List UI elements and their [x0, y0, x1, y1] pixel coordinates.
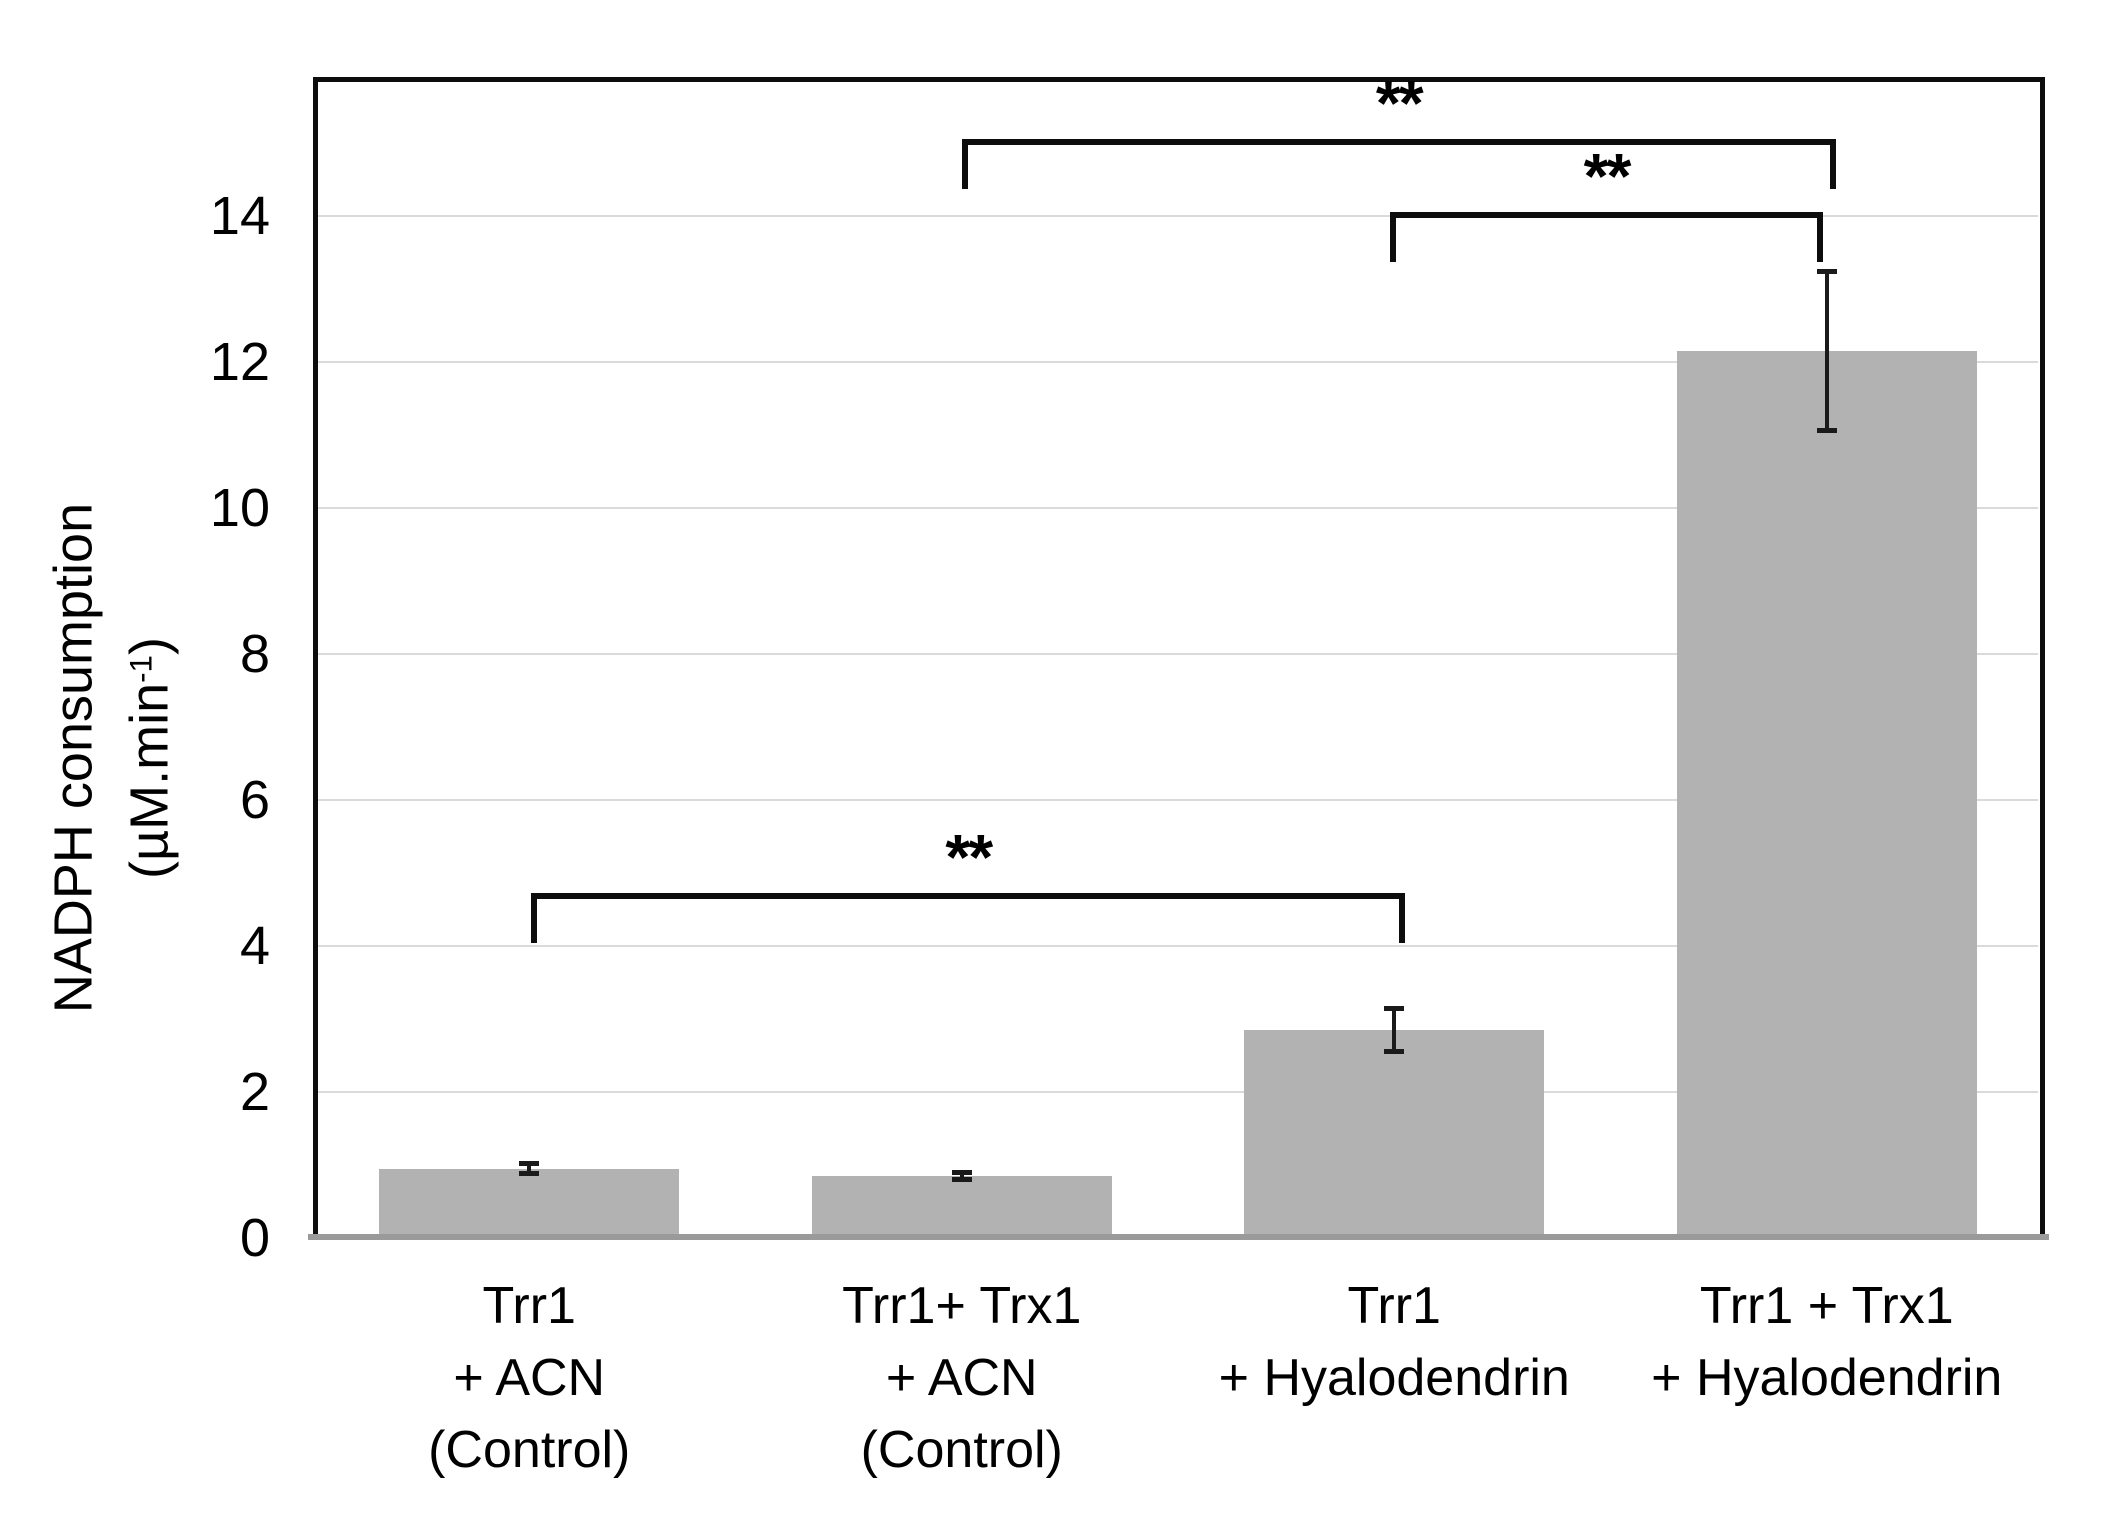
- y-tick-label-12: 12: [209, 332, 270, 392]
- gridline-12: [318, 361, 2038, 363]
- y-tick-label-4: 4: [239, 916, 270, 976]
- category-label-3: Trr1 + Trx1 + Hyalodendrin: [1651, 1277, 2003, 1407]
- error-bar-cap-top-1: [951, 1170, 972, 1176]
- y-tick-label-8: 8: [239, 624, 270, 684]
- y-tick-label-14: 14: [209, 186, 270, 246]
- significance-bracket-0: [961, 139, 1836, 190]
- significance-label-2: **: [945, 820, 993, 893]
- bar-3: [1676, 351, 1977, 1238]
- bar-2: [1244, 1029, 1545, 1238]
- y-tick-label-0: 0: [239, 1208, 270, 1268]
- gridline-2: [318, 1091, 2038, 1093]
- error-bar-cap-bottom-3: [1816, 428, 1837, 434]
- significance-label-0: **: [1375, 67, 1424, 140]
- y-tick-label-2: 2: [239, 1062, 270, 1122]
- error-bar-cap-top-3: [1816, 268, 1837, 274]
- plot-border-top: [313, 77, 2045, 82]
- error-bar-line-2: [1392, 1008, 1397, 1052]
- error-bar-cap-top-2: [1384, 1006, 1405, 1012]
- significance-bracket-2: [531, 892, 1406, 943]
- error-bar-cap-bottom-0: [519, 1171, 540, 1177]
- y-tick-label-6: 6: [239, 770, 270, 830]
- plot-border-right: [2040, 77, 2045, 1238]
- gridline-6: [318, 799, 2038, 801]
- category-label-2: Trr1 + Hyalodendrin: [1218, 1277, 1570, 1407]
- gridline-14: [318, 215, 2038, 217]
- category-label-1: Trr1+ Trx1 + ACN (Control): [842, 1277, 1082, 1479]
- x-axis-baseline: [308, 1234, 2049, 1240]
- significance-bracket-1: [1390, 212, 1823, 263]
- significance-label-1: **: [1583, 140, 1632, 213]
- gridline-10: [318, 507, 2038, 509]
- error-bar-line-0: [527, 1162, 532, 1175]
- error-bar-line-1: [959, 1172, 964, 1180]
- gridline-8: [318, 653, 2038, 655]
- gridline-4: [318, 945, 2038, 947]
- bar-1: [811, 1175, 1112, 1238]
- plot-border-left: [313, 77, 318, 1238]
- y-tick-label-10: 10: [209, 478, 270, 538]
- error-bar-cap-bottom-2: [1384, 1048, 1405, 1054]
- bar-0: [379, 1168, 680, 1238]
- error-bar-line-3: [1824, 270, 1829, 432]
- error-bar-cap-top-0: [519, 1160, 540, 1166]
- category-label-0: Trr1 + ACN (Control): [428, 1277, 631, 1479]
- error-bar-cap-bottom-1: [951, 1176, 972, 1182]
